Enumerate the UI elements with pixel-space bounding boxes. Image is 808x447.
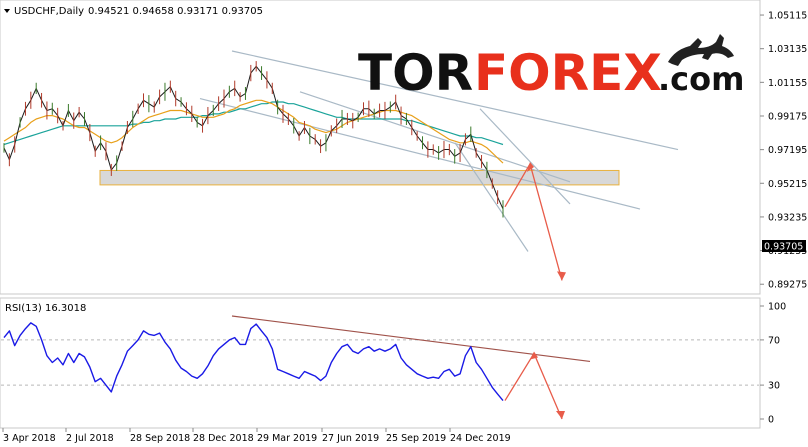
channel-line-3 bbox=[299, 91, 571, 183]
forecast-arrowhead-up bbox=[527, 161, 534, 172]
bull-bear-icon bbox=[668, 34, 734, 66]
support-zone bbox=[99, 169, 620, 186]
dropdown-triangle-icon[interactable] bbox=[4, 9, 10, 13]
symbol-label: USDCHF,Daily bbox=[14, 6, 84, 17]
logo-forex-text: FOREX bbox=[474, 44, 662, 102]
logo-tor-text: TOR bbox=[358, 44, 473, 102]
current-price-tag-bg bbox=[762, 240, 806, 252]
rsi-tick-label: 70 bbox=[768, 335, 780, 346]
rsi-trendline bbox=[231, 315, 591, 363]
rsi-forecast-arrowhead-down bbox=[556, 411, 565, 419]
channel-line-4 bbox=[479, 108, 571, 205]
y-tick-label: 0.97195 bbox=[768, 145, 807, 156]
y-tick-label: 1.03135 bbox=[768, 44, 807, 55]
current-price-tag: 0.93705 bbox=[762, 240, 806, 253]
rsi-tick-label: 30 bbox=[768, 381, 780, 392]
x-tick-label: 24 Dec 2019 bbox=[450, 433, 511, 444]
channel-line-1 bbox=[231, 50, 679, 151]
rsi-panel bbox=[0, 297, 761, 429]
x-tick-label: 27 Jun 2019 bbox=[322, 433, 379, 444]
ohlc-values: 0.94521 0.94658 0.93171 0.93705 bbox=[88, 6, 263, 17]
y-tick-label: 0.93235 bbox=[768, 212, 807, 223]
x-tick-label: 2 Jul 2018 bbox=[66, 433, 114, 444]
torforex-logo: TOR FOREX .com bbox=[358, 34, 744, 102]
x-tick-label: 28 Dec 2018 bbox=[193, 433, 254, 444]
rsi-title: RSI(13) 16.3018 bbox=[5, 303, 86, 314]
x-tick-label: 29 Mar 2019 bbox=[257, 433, 317, 444]
forecast-arrowhead-down bbox=[557, 271, 566, 281]
rsi-tick-label: 100 bbox=[768, 302, 786, 313]
x-tick-label: 28 Sep 2018 bbox=[130, 433, 190, 444]
rsi-forecast-arrowhead-up bbox=[530, 351, 538, 360]
logo-com-text: .com bbox=[658, 60, 744, 98]
y-tick-label: 0.89275 bbox=[768, 280, 807, 291]
chart-header: USDCHF,Daily 0.94521 0.94658 0.93171 0.9… bbox=[4, 6, 263, 17]
x-tick-label: 25 Sep 2019 bbox=[386, 433, 446, 444]
price-line bbox=[3, 65, 504, 210]
main-panel bbox=[0, 0, 761, 295]
x-tick-label: 3 Apr 2018 bbox=[3, 433, 56, 444]
current-price-label: 0.93705 bbox=[764, 242, 803, 253]
channel-line-5 bbox=[454, 142, 529, 252]
y-tick-label: 1.05115 bbox=[768, 11, 807, 22]
rsi-tick-label: 0 bbox=[768, 415, 774, 426]
channel-line-2 bbox=[199, 97, 641, 210]
y-tick-label: 1.01155 bbox=[768, 78, 807, 89]
rsi-line bbox=[3, 322, 504, 402]
ma-fast-line bbox=[3, 99, 504, 164]
y-tick-label: 0.99175 bbox=[768, 111, 807, 122]
y-tick-label: 0.95215 bbox=[768, 179, 807, 190]
